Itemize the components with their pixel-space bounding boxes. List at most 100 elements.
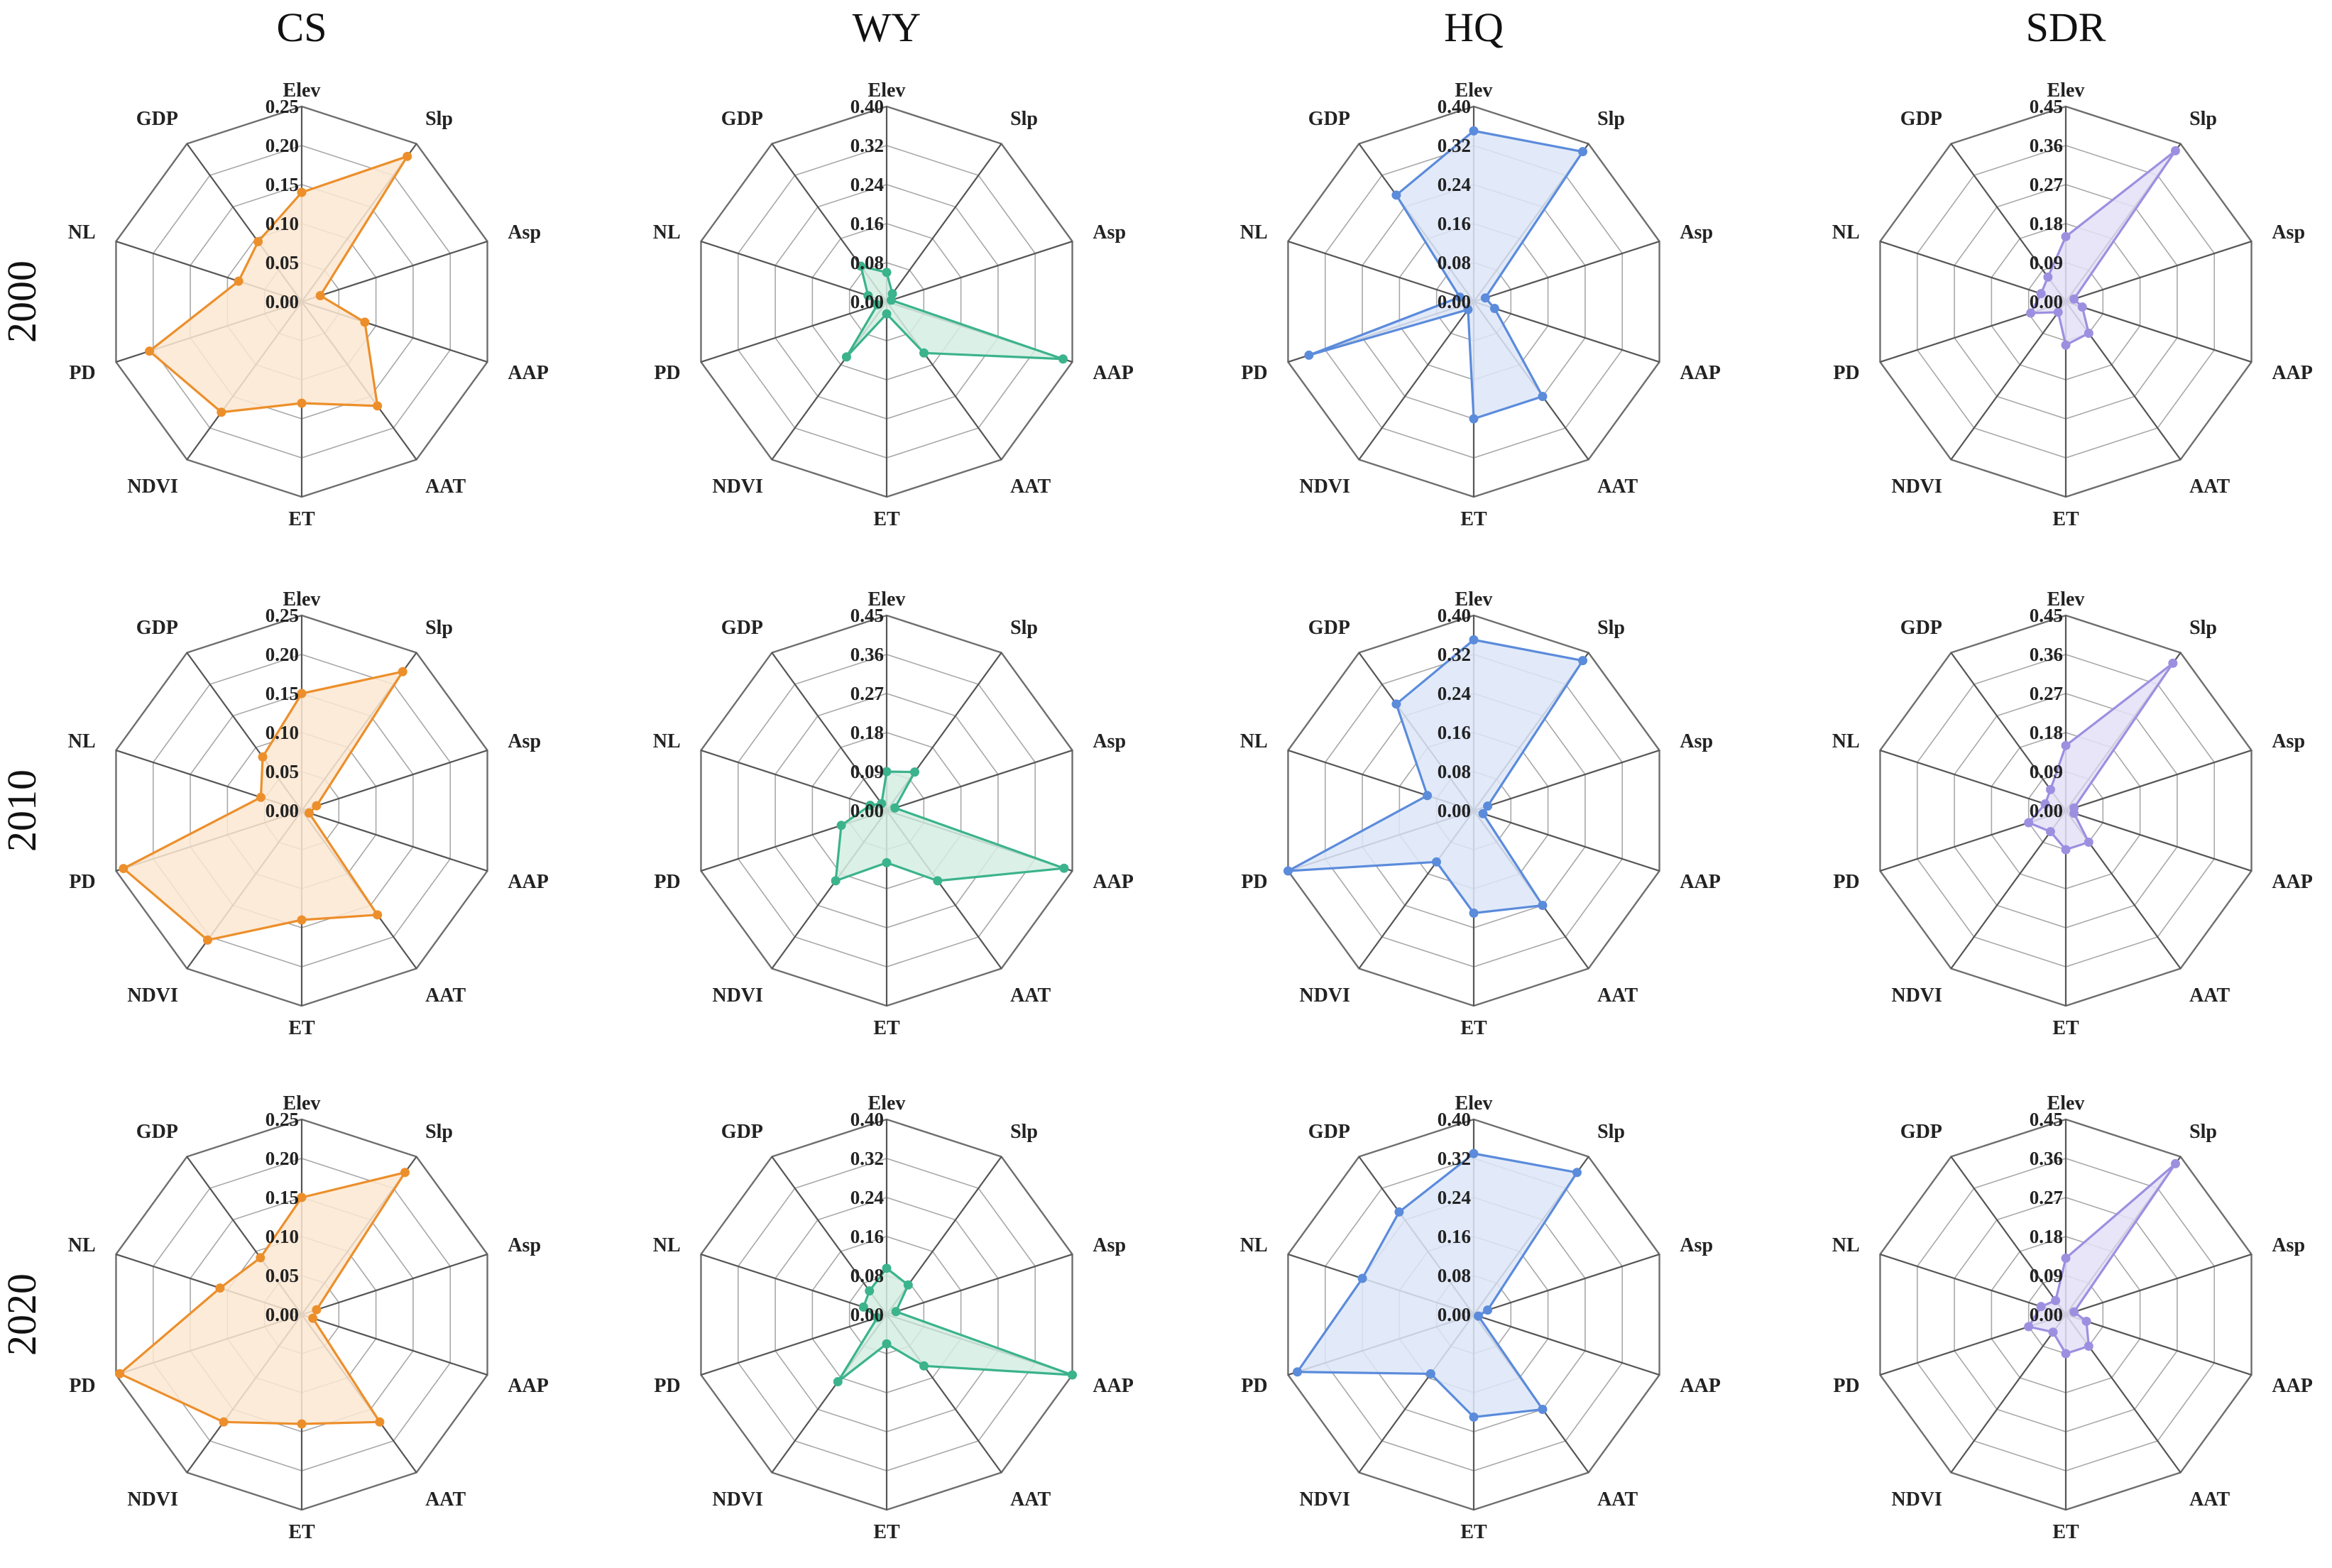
- data-point-aap: AAP: 0.01: [304, 808, 314, 818]
- axis-label-pd: PD: [1833, 1375, 1859, 1397]
- data-point-elev: Elev: 0.13: [2061, 1254, 2071, 1263]
- spoke-pd: [701, 300, 887, 363]
- data-point-ndvi: NDVI: 0.2: [831, 876, 841, 886]
- tick-label: 0.32: [1438, 135, 1471, 156]
- data-point-slp: Slp: 0.23: [403, 151, 412, 161]
- spoke-asp: [301, 240, 488, 303]
- data-point-pd: PD: 0.355: [1304, 350, 1314, 360]
- data-point-elev: Elev: 0.15: [297, 1193, 307, 1202]
- axis-label-elev: Elev: [868, 80, 906, 102]
- axis-label-nl: NL: [653, 221, 681, 243]
- data-point-gdp: GDP: 0.27: [1391, 190, 1401, 200]
- tick-label: 0.15: [266, 1187, 299, 1208]
- axis-label-ndvi: NDVI: [127, 476, 178, 498]
- data-point-slp: Slp: 0.075: [903, 1280, 913, 1290]
- data-point-aat: AAT: 0.165: [373, 401, 383, 411]
- data-point-asp: Asp: 0.03: [1483, 801, 1493, 811]
- data-point-pd: PD: 0.02: [872, 1312, 882, 1322]
- tick-label: 0.25: [266, 1109, 299, 1130]
- axis-label-nl: NL: [68, 221, 96, 243]
- spoke-nl: [1288, 240, 1474, 303]
- tick-label: 0.08: [1438, 252, 1471, 273]
- axis-label-nl: NL: [653, 1234, 681, 1256]
- spoke-pd: [701, 1313, 887, 1376]
- data-point-gdp: GDP: 0.06: [865, 1286, 875, 1296]
- data-point-ndvi: NDVI: 0.14: [841, 352, 851, 362]
- radar-panel-cs-2010: Elev: 0.15 Slp: 0.22 Asp: 0.02AAP: 0.01 AAT…: [68, 588, 549, 1039]
- axis-label-aat: AAT: [1010, 476, 1051, 498]
- data-point-gdp: GDP: 0.09: [256, 1253, 266, 1263]
- axis-label-gdp: GDP: [1900, 617, 1942, 639]
- data-point-ndvi: NDVI: 0.17: [219, 1417, 229, 1427]
- axis-label-ndvi: NDVI: [127, 985, 178, 1007]
- axis-label-gdp: GDP: [1900, 108, 1942, 130]
- tick-label: 0.24: [1438, 683, 1471, 704]
- row-title-2020: 2020: [0, 1273, 45, 1356]
- axis-label-nl: NL: [1240, 1234, 1268, 1256]
- data-point-aap: AAP: 0.015: [308, 1313, 318, 1323]
- axis-label-gdp: GDP: [136, 108, 178, 130]
- tick-label: 0.24: [850, 1187, 884, 1208]
- data-point-et: ET: 0.06: [882, 1339, 892, 1349]
- tick-label: 0.00: [266, 800, 299, 821]
- axis-label-aap: AAP: [2272, 1375, 2313, 1397]
- spoke-asp: [2065, 749, 2252, 812]
- axis-label-elev: Elev: [1455, 588, 1493, 610]
- column-title-wy: WY: [853, 4, 921, 50]
- data-point-asp: Asp: 0.02: [312, 801, 322, 811]
- spoke-aap: [301, 1313, 488, 1376]
- axis-label-aap: AAP: [1093, 362, 1134, 384]
- axis-label-aat: AAT: [425, 1488, 466, 1511]
- tick-label: 0.08: [850, 252, 884, 273]
- axis-label-aap: AAP: [1093, 1375, 1134, 1397]
- axis-label-et: ET: [1460, 1017, 1487, 1039]
- spoke-asp: [301, 1253, 488, 1316]
- axis-label-aap: AAP: [1680, 871, 1721, 893]
- tick-label: 0.09: [2030, 761, 2063, 782]
- axis-label-slp: Slp: [425, 108, 453, 130]
- axis-label-slp: Slp: [2189, 108, 2217, 130]
- data-point-aat: AAT: 0.13: [919, 348, 929, 358]
- tick-label: 0.24: [1438, 174, 1471, 195]
- axis-label-aat: AAT: [1597, 476, 1638, 498]
- data-point-aap: AAP: 0.085: [360, 317, 370, 327]
- axis-label-aat: AAT: [425, 476, 466, 498]
- tick-label: 0.15: [266, 683, 299, 704]
- axis-label-asp: Asp: [508, 1234, 541, 1256]
- data-point-elev: Elev: 0.09: [882, 767, 892, 777]
- radar-panel-wy-2000: Elev: 0.06Slp: 0.02Asp: 0.01AAP: 0.38AAT…: [653, 80, 1134, 530]
- spoke-aap: [1473, 300, 1660, 363]
- spoke-asp: [886, 1253, 1073, 1316]
- spoke-asp: [886, 749, 1073, 812]
- axis-label-slp: Slp: [425, 1121, 453, 1143]
- data-point-asp: Asp: 0.025: [315, 291, 325, 300]
- data-point-elev: Elev: 0.15: [2061, 740, 2071, 750]
- data-point-slp: Slp: 0.38: [1578, 147, 1588, 157]
- tick-label: 0.40: [1438, 605, 1471, 626]
- tick-label: 0.20: [266, 135, 299, 156]
- spoke-slp: [886, 143, 1002, 302]
- data-point-ndvi: NDVI: 0.02: [1463, 305, 1473, 314]
- data-point-elev: Elev: 0.095: [882, 1263, 892, 1273]
- data-point-et: ET: 0.14: [297, 1419, 307, 1429]
- tick-label: 0.32: [850, 135, 884, 156]
- axis-label-gdp: GDP: [1308, 617, 1350, 639]
- axis-label-aap: AAP: [2272, 871, 2313, 893]
- axis-label-et: ET: [288, 1521, 315, 1543]
- axis-label-elev: Elev: [283, 80, 321, 102]
- spoke-ndvi: [1950, 1314, 2066, 1474]
- tick-label: 0.08: [850, 1265, 884, 1286]
- spoke-nl: [701, 1253, 887, 1316]
- tick-label: 0.27: [2030, 1187, 2063, 1208]
- axis-label-asp: Asp: [2272, 730, 2305, 752]
- tick-label: 0.05: [266, 252, 299, 273]
- spoke-asp: [886, 240, 1073, 303]
- data-point-nl: NL: 0.055: [256, 792, 266, 802]
- data-point-aap: AAP: 0.43: [1059, 863, 1069, 873]
- data-point-elev: Elev: 0.35: [1469, 126, 1479, 136]
- axis-label-asp: Asp: [1093, 730, 1126, 752]
- data-point-pd: PD: 0.245: [115, 1369, 125, 1378]
- data-point-pd: PD: 0.09: [2024, 818, 2034, 828]
- axis-label-pd: PD: [1833, 871, 1859, 893]
- axis-label-aap: AAP: [1680, 1375, 1721, 1397]
